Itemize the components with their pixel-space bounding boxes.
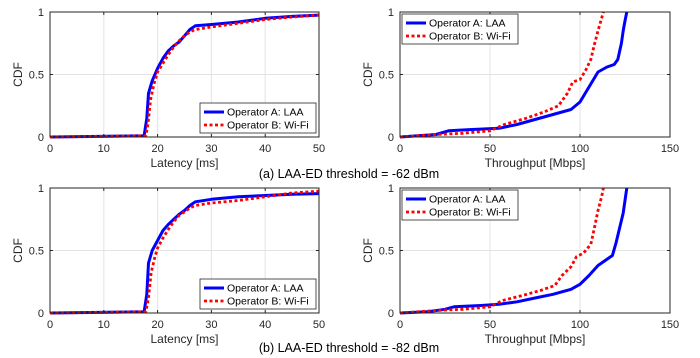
x-tick-label: 20 xyxy=(151,319,163,331)
legend-box xyxy=(199,102,317,134)
x-tick-label: 100 xyxy=(571,319,589,331)
legend-label-laa: Operator A: LAA xyxy=(429,194,505,206)
y-axis-label: CDF xyxy=(11,62,25,87)
x-tick-label: 50 xyxy=(313,319,325,331)
y-tick-label: 0 xyxy=(38,308,44,320)
caption-a: (a) LAA-ED threshold = -62 dBm xyxy=(259,167,439,181)
y-tick-label: 0 xyxy=(38,132,44,144)
x-tick-label: 10 xyxy=(98,319,110,331)
x-tick-label: 40 xyxy=(259,319,271,331)
chart-a-throughput: 0 50 100 150 0 0.5 1 Throughput [Mbps] CDF Operat… xyxy=(361,7,679,170)
legend-label-wifi: Operator B: Wi-Fi xyxy=(429,207,511,219)
y-axis-label: CDF xyxy=(11,238,25,263)
legend-box xyxy=(401,189,519,221)
x-tick-label: 10 xyxy=(98,143,110,155)
caption-b: (b) LAA-ED threshold = -82 dBm xyxy=(259,341,439,355)
y-tick-label: 1 xyxy=(388,7,394,19)
y-tick-label: 0.5 xyxy=(379,246,394,258)
x-tick-label: 40 xyxy=(259,143,271,155)
y-tick-label: 0.5 xyxy=(29,70,44,82)
x-tick-label: 0 xyxy=(397,319,403,331)
x-tick-label: 30 xyxy=(205,143,217,155)
y-tick-label: 1 xyxy=(388,183,394,195)
x-axis-label: Throughput [Mbps] xyxy=(485,332,586,346)
x-tick-label: 150 xyxy=(661,143,679,155)
x-tick-label: 0 xyxy=(47,143,53,155)
legend-label-wifi: Operator B: Wi-Fi xyxy=(227,120,309,132)
series-line-wifi xyxy=(399,11,605,139)
y-tick-label: 1 xyxy=(38,7,44,19)
x-tick-label: 0 xyxy=(47,319,53,331)
legend-label-laa: Operator A: LAA xyxy=(429,18,505,30)
x-axis-label: Latency [ms] xyxy=(150,332,218,346)
legend-label-laa: Operator A: LAA xyxy=(227,283,303,295)
x-tick-label: 20 xyxy=(151,143,163,155)
y-tick-label: 0.5 xyxy=(379,70,394,82)
chart-a-latency: 0 10 20 30 40 50 0 0.5 1 Latency [ms] CDF Operator … xyxy=(11,7,325,170)
series-line-laa xyxy=(399,11,629,139)
legend-box xyxy=(199,278,317,310)
y-tick-label: 0 xyxy=(388,308,394,320)
x-axis-label: Latency [ms] xyxy=(150,156,218,170)
x-tick-label: 0 xyxy=(397,143,403,155)
chart-b-throughput: 0 50 100 150 0 0.5 1 Throughput [Mbps] CDF Operat… xyxy=(361,183,679,346)
y-tick-label: 0 xyxy=(388,132,394,144)
series-line-laa xyxy=(49,192,320,315)
x-tick-label: 50 xyxy=(484,319,496,331)
legend-label-wifi: Operator B: Wi-Fi xyxy=(227,296,309,308)
x-axis-label: Throughput [Mbps] xyxy=(485,156,586,170)
y-axis-label: CDF xyxy=(361,238,375,263)
series-line-wifi xyxy=(49,189,320,315)
x-tick-label: 100 xyxy=(571,143,589,155)
series-line-wifi xyxy=(49,13,320,139)
legend-box xyxy=(401,13,519,45)
x-tick-label: 150 xyxy=(661,319,679,331)
series-line-laa xyxy=(399,187,629,315)
y-tick-label: 1 xyxy=(38,183,44,195)
x-tick-label: 50 xyxy=(484,143,496,155)
x-tick-label: 50 xyxy=(313,143,325,155)
x-tick-label: 30 xyxy=(205,319,217,331)
chart-b-latency: 0 10 20 30 40 50 0 0.5 1 Latency [ms] CDF Operator … xyxy=(11,183,325,346)
legend-label-laa: Operator A: LAA xyxy=(227,107,303,119)
y-axis-label: CDF xyxy=(361,62,375,87)
y-tick-label: 0.5 xyxy=(29,246,44,258)
legend-label-wifi: Operator B: Wi-Fi xyxy=(429,31,511,43)
series-line-wifi xyxy=(399,187,605,315)
